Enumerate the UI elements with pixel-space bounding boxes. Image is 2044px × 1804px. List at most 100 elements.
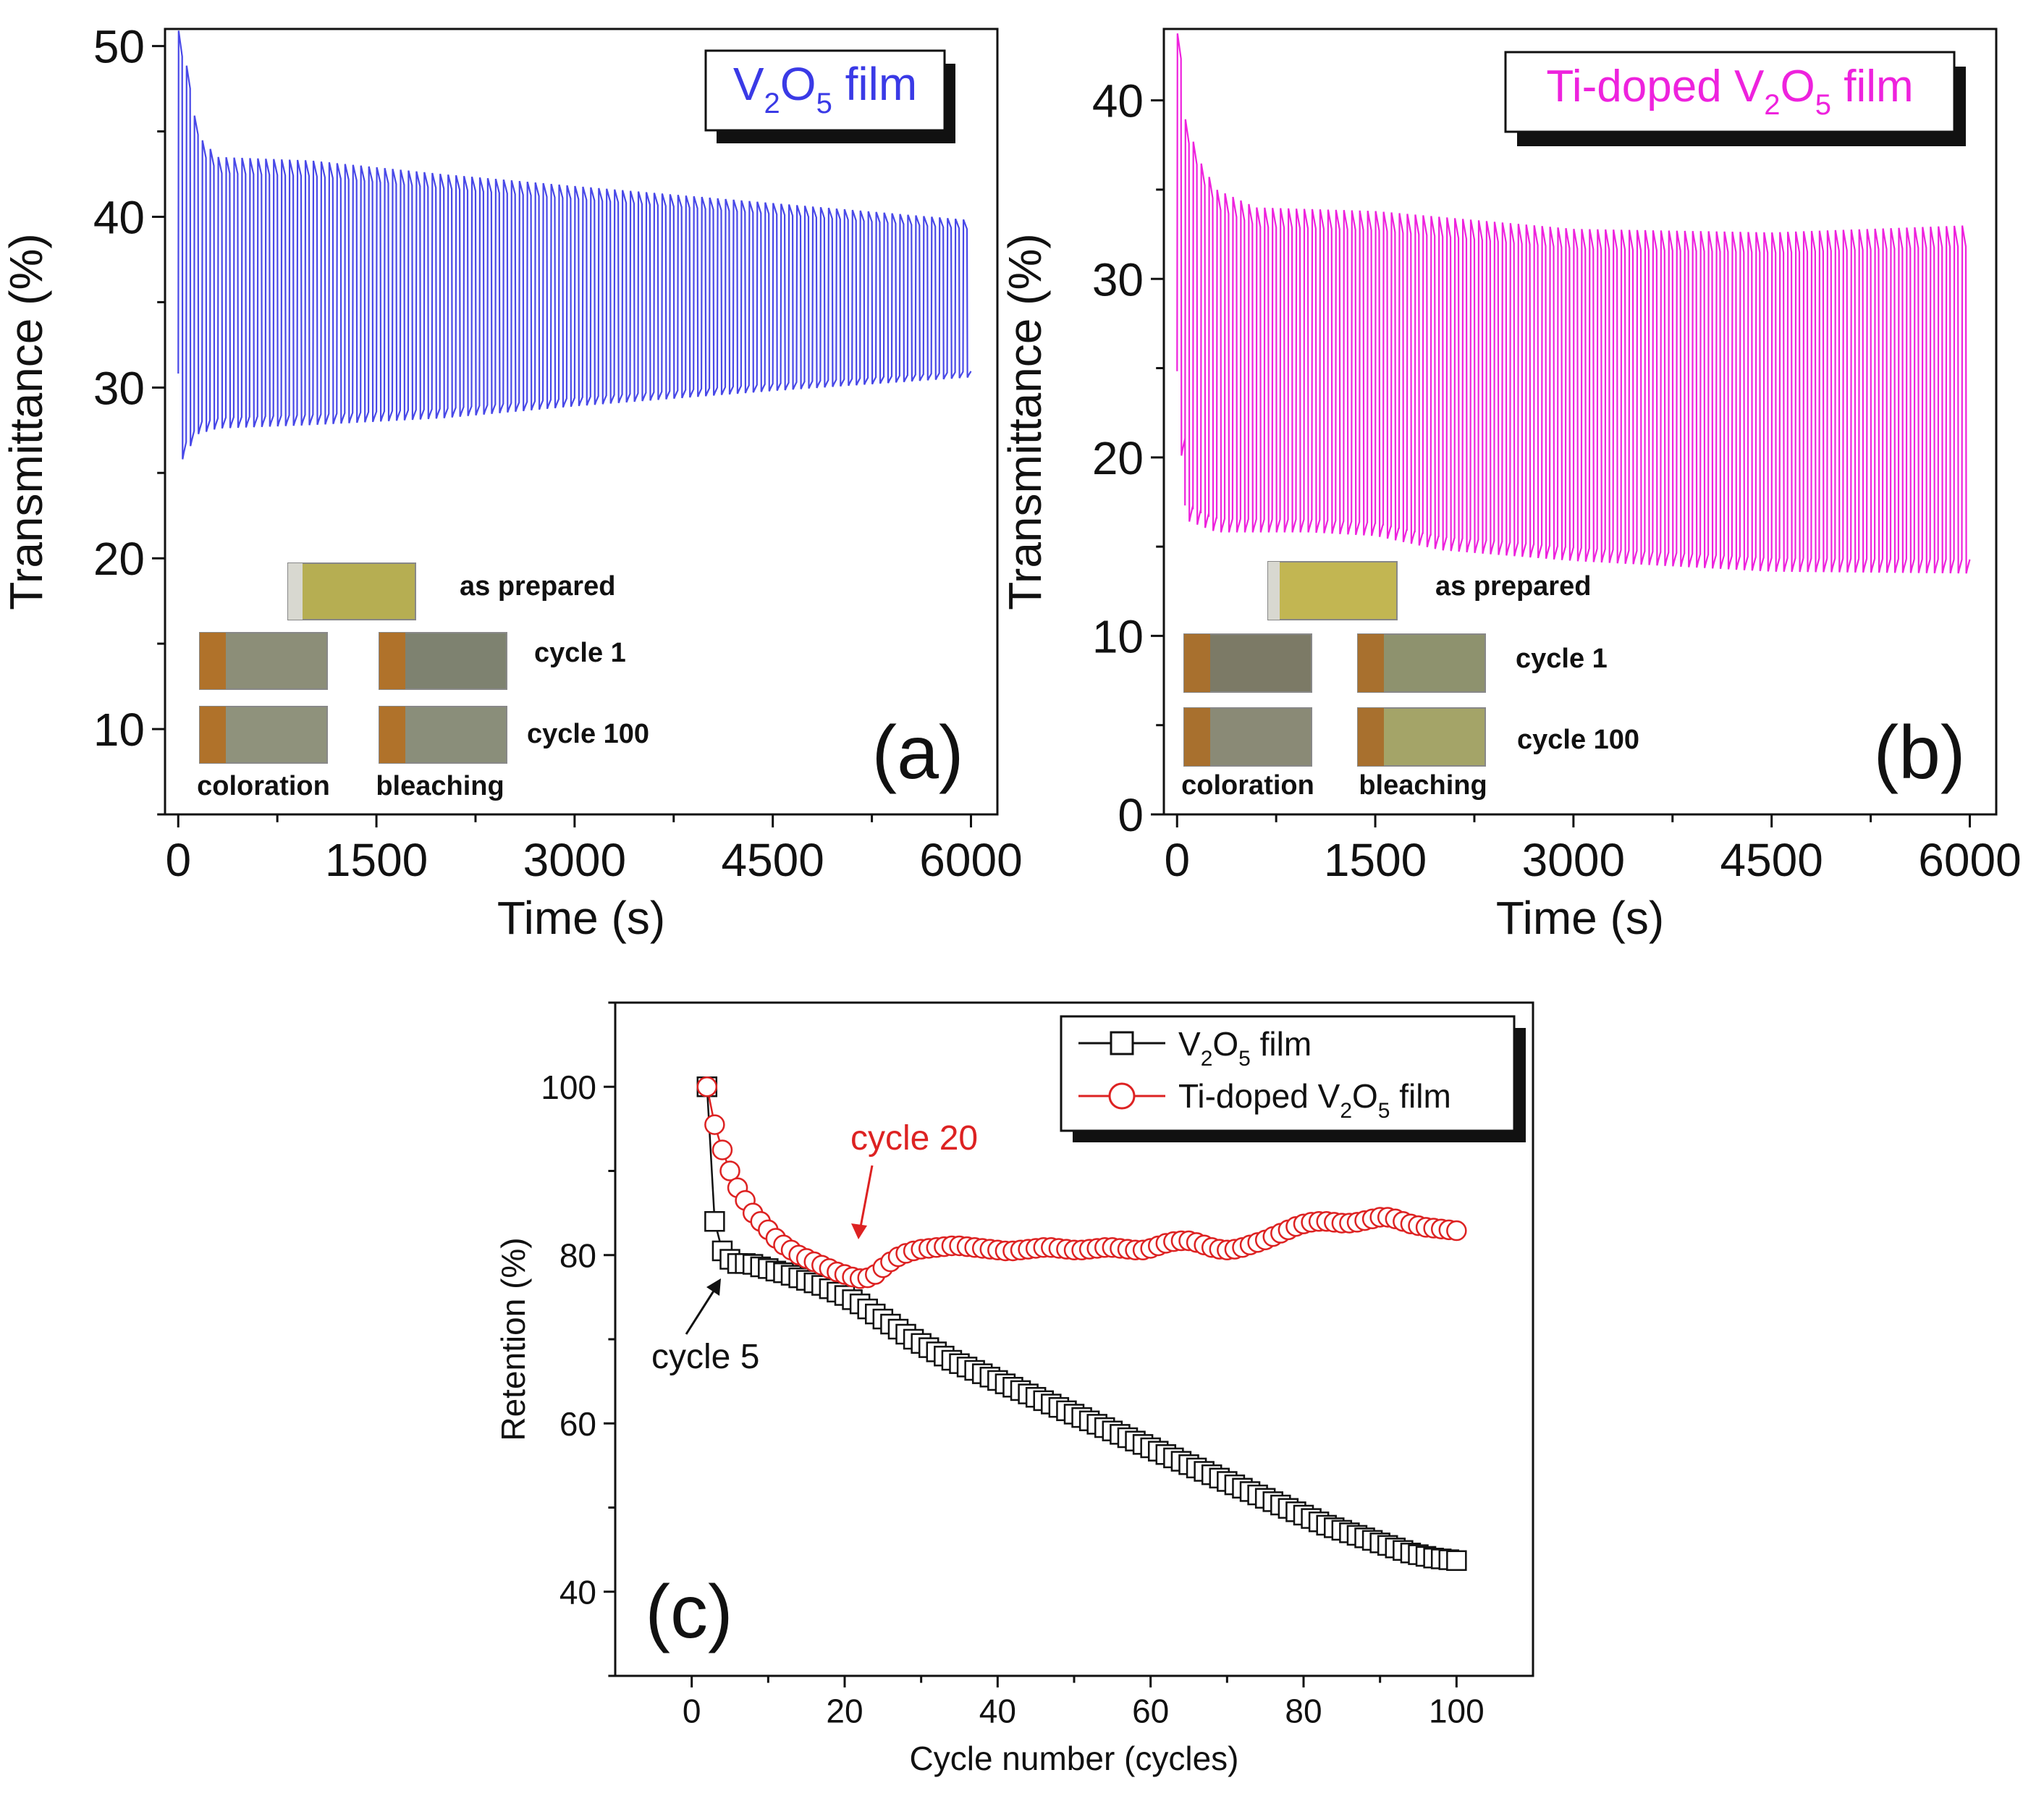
a-label-coloration: coloration <box>197 771 330 801</box>
b-photo-cycle100-bleach-contact <box>1358 708 1384 766</box>
panel-c-chart: 0 20 40 60 80 100 40 60 80 100 Cycle number (cycle… <box>494 1001 1534 1777</box>
x-tick-label: 1500 <box>1324 834 1427 886</box>
panel-b-legend-box <box>1504 51 1956 133</box>
legend-v2o5-sub1: 2 <box>1201 1047 1213 1071</box>
y-tick-label: 10 <box>1092 610 1144 662</box>
y-axis-label: Retention (%) <box>494 1237 532 1441</box>
v2o5-point <box>704 1211 725 1232</box>
panel-c-series-group <box>696 1076 1467 1571</box>
y-tick-label: 40 <box>559 1573 596 1611</box>
panel-a-label: (a) <box>871 711 963 795</box>
panel-a-trace <box>177 30 972 460</box>
annotation-cycle5-arrowhead <box>706 1278 721 1296</box>
y-tick-label: 60 <box>559 1405 596 1443</box>
ti-point <box>696 1076 718 1097</box>
panel-a-frame <box>164 28 999 816</box>
legend-v2o5-suffix: film <box>1251 1025 1312 1063</box>
ti-point <box>704 1114 725 1135</box>
panel-b-series-group <box>1176 33 1971 574</box>
y-tick-label: 10 <box>93 704 145 756</box>
x-tick-label: 100 <box>1429 1692 1485 1729</box>
x-tick-label: 20 <box>826 1692 863 1729</box>
a-label-bleaching: bleaching <box>376 771 504 801</box>
panel-b-legend-text: Ti-doped V2O5 film <box>1546 62 1913 121</box>
a-photo-cycle100-color-contact <box>200 707 226 763</box>
y-tick-label: 80 <box>559 1236 596 1274</box>
panel-b-trace <box>1176 33 1971 574</box>
a-photo-edge <box>288 563 303 620</box>
x-tick-label: 0 <box>1164 834 1190 886</box>
a-photo-cycle100-bleach-contact <box>379 707 405 763</box>
panel-b-legend-sub1: 2 <box>1764 89 1780 121</box>
legend-ti-suffix: film <box>1390 1077 1450 1115</box>
panel-a-series-group <box>177 30 972 460</box>
legend-text-v2o5: V2O5 film <box>1178 1025 1312 1071</box>
y-tick-label: 20 <box>1092 432 1144 484</box>
x-tick-label: 4500 <box>1720 834 1823 886</box>
a-photo-as-prepared <box>287 562 416 620</box>
panel-b-legend-prefix: Ti-doped V <box>1546 62 1765 111</box>
legend-ti-mid: O <box>1352 1077 1378 1115</box>
legend-text-ti: Ti-doped V2O5 film <box>1178 1077 1451 1123</box>
x-tick-label: 0 <box>683 1692 701 1729</box>
panel-a-chart: 0 1500 3000 4500 6000 10 20 30 40 50 Time (s) Trans… <box>0 21 1023 944</box>
v2o5-point <box>1446 1550 1467 1571</box>
panel-a-legend-sub2: 5 <box>816 88 832 119</box>
annotation-cycle5: cycle 5 <box>651 1338 759 1376</box>
x-tick-label: 40 <box>979 1692 1016 1729</box>
panel-c-legend-box <box>1060 1015 1516 1132</box>
x-tick-label: 60 <box>1132 1692 1169 1729</box>
annotation-cycle5-arrow <box>685 1286 718 1335</box>
panel-b-axes: 0 1500 3000 4500 6000 0 10 20 30 40 Time (s) Transm… <box>999 75 2022 944</box>
panel-a-axes: 0 1500 3000 4500 6000 10 20 30 40 50 Time (s) Trans… <box>0 21 1023 944</box>
v2o5-line <box>706 1087 1457 1561</box>
a-label-cycle1: cycle 1 <box>534 638 626 668</box>
b-photo-edge <box>1268 562 1280 620</box>
legend-v2o5-sub2: 5 <box>1238 1047 1251 1071</box>
panel-c-label: (c) <box>645 1570 732 1654</box>
legend-marker-circle <box>1108 1082 1136 1110</box>
panel-c-axes: 0 20 40 60 80 100 40 60 80 100 Cycle number (cycle… <box>494 1001 1485 1777</box>
panel-a-inset: as prepared cycle 1 cycle 100 coloration… <box>197 562 649 801</box>
b-photo-as-prepared <box>1267 561 1398 620</box>
y-axis-label: Transmittance (%) <box>999 233 1051 610</box>
a-label-cycle100: cycle 100 <box>527 719 649 749</box>
panel-b-legend-mid: O <box>1781 62 1815 111</box>
x-axis-label: Cycle number (cycles) <box>910 1740 1239 1777</box>
ti-point <box>711 1139 733 1160</box>
y-tick-label: 30 <box>93 362 145 414</box>
b-photo-cycle100-color-contact <box>1184 708 1210 766</box>
legend-ti-sub2: 5 <box>1378 1099 1390 1123</box>
b-label-as-prepared: as prepared <box>1435 571 1591 602</box>
annotation-cycle20-arrowhead <box>851 1223 867 1239</box>
annotation-cycle20: cycle 20 <box>850 1119 978 1158</box>
b-photo-cycle1-bleach-contact <box>1358 634 1384 692</box>
panel-b-legend-suffix: film <box>1831 62 1914 111</box>
x-tick-label: 4500 <box>721 834 824 886</box>
panel-b-chart: 0 1500 3000 4500 6000 0 10 20 30 40 Time (s) Transm… <box>999 28 2022 944</box>
x-axis-label: Time (s) <box>497 892 665 944</box>
y-tick-label: 100 <box>541 1069 596 1106</box>
legend-ti-prefix: Ti-doped V <box>1178 1077 1340 1115</box>
x-tick-label: 0 <box>165 834 191 886</box>
panel-a-legend-sub1: 2 <box>764 88 780 119</box>
panel-a-legend-prefix: V <box>733 58 764 110</box>
legend-ti-sub1: 2 <box>1340 1099 1352 1123</box>
panel-a-legend-box <box>704 49 946 132</box>
panel-a-legend-text: V2O5 film <box>733 58 917 119</box>
legend-v2o5-mid: O <box>1212 1025 1238 1063</box>
ti-point <box>1446 1220 1467 1242</box>
a-photo-cycle1-bleach-contact <box>379 633 405 689</box>
a-label-as-prepared: as prepared <box>460 571 615 602</box>
b-photo-cycle1-color-contact <box>1184 634 1210 692</box>
panel-b-legend-sub2: 5 <box>1815 89 1831 121</box>
panel-b-frame <box>1162 28 1998 816</box>
x-tick-label: 3000 <box>523 834 626 886</box>
x-tick-label: 6000 <box>1918 834 2021 886</box>
y-tick-label: 20 <box>93 533 145 585</box>
y-axis-label: Transmittance (%) <box>0 233 52 610</box>
y-tick-label: 0 <box>1118 789 1144 841</box>
y-tick-label: 50 <box>93 21 145 73</box>
annotation-cycle20-arrow <box>858 1165 874 1231</box>
